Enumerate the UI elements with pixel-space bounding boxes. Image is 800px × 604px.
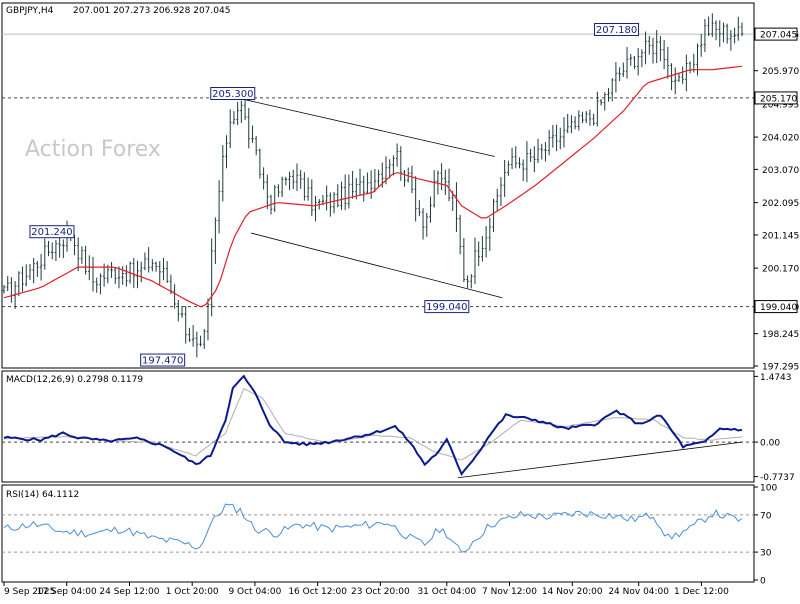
watermark: Action Forex	[25, 137, 161, 162]
channel-trendline	[232, 96, 495, 157]
price-annotation-box	[424, 300, 470, 314]
moving-average-line	[3, 65, 743, 308]
price-axis-label: 198.245	[762, 330, 799, 340]
price-axis-label: 203.070	[762, 166, 799, 176]
price-annotation-box	[594, 23, 640, 37]
price-axis-label: 197.295	[762, 363, 799, 373]
time-axis-label: 24 Nov 04:00	[608, 587, 669, 597]
channel-trendline	[251, 232, 503, 299]
price-annotation-label: 205.300	[212, 89, 253, 100]
time-axis-label: 1 Oct 20:00	[166, 587, 219, 597]
rsi-axis-label: 100	[760, 484, 777, 494]
price-axis-label: 205.970	[762, 67, 799, 77]
level-price-box	[754, 91, 798, 105]
price-annotation-label: 207.180	[596, 25, 637, 36]
price-axis-label: 200.170	[762, 265, 799, 275]
time-axis-label: 16 Oct 12:00	[288, 587, 347, 597]
price-annotation-box	[210, 87, 256, 101]
time-axis-label: 17 Sep 04:00	[37, 587, 97, 597]
macd-axis-label: 0.00	[760, 439, 780, 449]
time-axis-label: 7 Nov 12:00	[482, 587, 537, 597]
price-annotation-box	[140, 353, 186, 367]
rsi-pane-border	[1, 484, 755, 583]
macd-layer: 1.4743 0.00 -0.7737	[2, 373, 795, 483]
price-annotation-box	[29, 225, 75, 239]
time-axis-label: 23 Oct 20:00	[351, 587, 410, 597]
price-axis-label: 202.095	[762, 199, 799, 209]
macd-pane-border	[1, 370, 755, 483]
price-annotation-label: 199.040	[426, 302, 467, 313]
price-layer: 201.240 205.300 197.470 199.040 207.180 207.0…	[2, 13, 799, 373]
rsi-axis-label: 0	[760, 577, 766, 587]
ohlc-readout: 207.001 207.273 206.928 207.045	[73, 6, 230, 16]
price-annotation-label: 197.470	[142, 356, 183, 367]
time-axis-label: 31 Oct 04:00	[417, 587, 476, 597]
level-price-label: 205.170	[760, 94, 797, 104]
current-price-box	[754, 27, 798, 41]
level-price-box	[754, 300, 798, 314]
rsi-line	[3, 503, 743, 553]
price-axis-label: 204.995	[762, 100, 799, 110]
rsi-title: RSI(14) 64.1112	[6, 490, 79, 500]
rsi-layer: 100 70 30 0	[2, 484, 777, 587]
price-axis-label: 201.145	[762, 231, 799, 241]
time-axis-label: 9 Sep 2025	[4, 587, 55, 597]
level-price-label: 199.040	[760, 303, 797, 313]
macd-axis-label: -0.7737	[760, 473, 795, 483]
current-price-label: 207.045	[760, 31, 797, 41]
macd-title: MACD(12,26,9) 0.2798 0.1179	[6, 375, 143, 385]
price-annotation-label: 201.240	[31, 227, 72, 238]
time-axis-label: 9 Oct 04:00	[228, 587, 281, 597]
price-pane-border	[1, 2, 755, 369]
rsi-axis-label: 30	[760, 549, 772, 559]
macd-main-line	[3, 374, 743, 476]
time-axis-label: 24 Sep 12:00	[99, 587, 159, 597]
rsi-axis-label: 70	[760, 511, 772, 521]
macd-signal-line	[4, 387, 743, 461]
time-axis-label: 14 Nov 20:00	[542, 587, 603, 597]
time-axis-label: 1 Dec 12:00	[674, 587, 729, 597]
symbol-label: GBPJPY,H4	[6, 6, 54, 16]
price-axis-label: 204.020	[762, 134, 799, 144]
macd-trendline	[457, 441, 743, 479]
macd-axis-label: 1.4743	[760, 373, 792, 383]
